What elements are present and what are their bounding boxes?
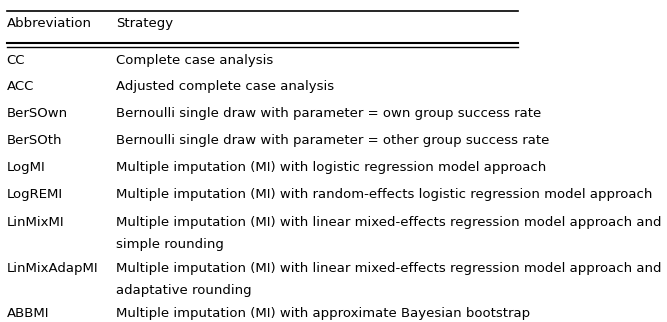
Text: LinMixAdapMI: LinMixAdapMI xyxy=(7,262,98,275)
Text: LogMI: LogMI xyxy=(7,161,45,174)
Text: BerSOwn: BerSOwn xyxy=(7,107,68,120)
Text: CC: CC xyxy=(7,53,25,67)
Text: Bernoulli single draw with parameter = own group success rate: Bernoulli single draw with parameter = o… xyxy=(116,107,542,120)
Text: LogREMI: LogREMI xyxy=(7,188,63,201)
Text: simple rounding: simple rounding xyxy=(116,238,224,251)
Text: adaptative rounding: adaptative rounding xyxy=(116,284,252,297)
Text: ABBMI: ABBMI xyxy=(7,307,49,320)
Text: BerSOth: BerSOth xyxy=(7,134,62,147)
Text: ACC: ACC xyxy=(7,80,34,93)
Text: Abbreviation: Abbreviation xyxy=(7,17,91,30)
Text: LinMixMI: LinMixMI xyxy=(7,216,64,229)
Text: Strategy: Strategy xyxy=(116,17,173,30)
Text: Multiple imputation (MI) with approximate Bayesian bootstrap: Multiple imputation (MI) with approximat… xyxy=(116,307,530,320)
Text: Complete case analysis: Complete case analysis xyxy=(116,53,273,67)
Text: Multiple imputation (MI) with linear mixed-effects regression model approach and: Multiple imputation (MI) with linear mix… xyxy=(116,262,662,275)
Text: Multiple imputation (MI) with logistic regression model approach: Multiple imputation (MI) with logistic r… xyxy=(116,161,546,174)
Text: Adjusted complete case analysis: Adjusted complete case analysis xyxy=(116,80,334,93)
Text: Multiple imputation (MI) with linear mixed-effects regression model approach and: Multiple imputation (MI) with linear mix… xyxy=(116,216,662,229)
Text: Bernoulli single draw with parameter = other group success rate: Bernoulli single draw with parameter = o… xyxy=(116,134,550,147)
Text: Multiple imputation (MI) with random-effects logistic regression model approach: Multiple imputation (MI) with random-eff… xyxy=(116,188,652,201)
